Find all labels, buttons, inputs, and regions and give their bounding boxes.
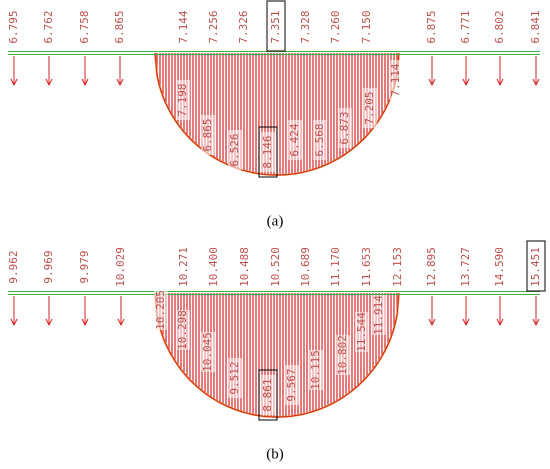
arrow-head — [532, 78, 540, 87]
top-label: 10.689 — [299, 247, 312, 287]
label-bg — [309, 350, 323, 390]
panel: 9.962 9.969 9.979 10.029 10.271 10.400 10.488 1… — [7, 240, 546, 462]
label-bg — [363, 88, 377, 128]
top-label: 10.400 — [207, 247, 220, 287]
top-label: 6.841 — [529, 10, 542, 43]
highlight-box — [258, 126, 278, 178]
highlight-box — [526, 240, 546, 292]
caption: (a) — [267, 213, 284, 229]
label-bg — [338, 108, 352, 148]
arrow-head — [10, 78, 18, 87]
top-label: 6.875 — [425, 10, 438, 43]
top-label: 6.771 — [459, 10, 472, 43]
top-label: 11.653 — [360, 247, 373, 287]
arrow-head — [45, 78, 53, 87]
arrow-head — [462, 78, 470, 87]
label-bg — [261, 375, 275, 415]
inner-label: 7.198 — [176, 83, 189, 116]
top-label: 6.758 — [78, 10, 91, 43]
label-bg — [355, 312, 369, 352]
inner-label: 8.146 — [261, 135, 274, 168]
arrow-head — [116, 78, 124, 87]
label-bg — [228, 130, 242, 170]
top-label: 10.029 — [114, 247, 127, 287]
label-bg — [336, 335, 350, 375]
caption: (b) — [266, 446, 284, 462]
inner-label: 7.114 — [389, 63, 402, 96]
top-label: 6.802 — [493, 10, 506, 43]
top-label: 12.895 — [425, 247, 438, 287]
top-label: 12.153 — [391, 247, 404, 287]
arrow-head — [532, 318, 540, 327]
top-label: 7.150 — [360, 10, 373, 43]
top-label: 9.969 — [42, 250, 55, 283]
top-label: 10.271 — [177, 247, 190, 287]
inner-label: 10.802 — [336, 335, 349, 375]
arrow-head — [462, 318, 470, 327]
top-label: 7.351 — [269, 10, 282, 43]
inner-label: 6.865 — [201, 118, 214, 151]
label-bg — [201, 332, 215, 372]
inner-label: 6.873 — [338, 111, 351, 144]
top-label: 7.256 — [207, 10, 220, 43]
top-label: 14.590 — [493, 247, 506, 287]
top-label: 6.865 — [113, 10, 126, 43]
top-label: 15.451 — [529, 247, 542, 287]
top-label: 10.488 — [238, 247, 251, 287]
arrow-head — [496, 78, 504, 87]
label-bg — [285, 365, 299, 405]
arrow-head — [496, 318, 504, 327]
arrow-head — [117, 318, 125, 327]
highlight-box — [258, 369, 278, 421]
label-bg — [176, 80, 190, 120]
top-label: 9.979 — [78, 250, 91, 283]
label-bg — [261, 132, 275, 172]
top-label: 10.520 — [269, 247, 282, 287]
arrow-head — [428, 78, 436, 87]
arrow-head — [81, 78, 89, 87]
inner-label: 11.914 — [372, 295, 385, 335]
inner-label: 6.424 — [288, 123, 301, 156]
label-bg — [176, 310, 190, 350]
top-label: 11.170 — [329, 247, 342, 287]
arrow-head — [10, 318, 18, 327]
arrow-head — [45, 318, 53, 327]
top-label: 7.326 — [237, 10, 250, 43]
label-bg — [389, 60, 403, 100]
panel: 6.795 6.762 6.758 6.865 7.144 7.256 7.326 7.351… — [7, 0, 542, 229]
top-label: 7.144 — [177, 10, 190, 43]
inner-label: 10.045 — [201, 332, 214, 372]
inner-label: 9.512 — [228, 361, 241, 394]
arrow-head — [428, 318, 436, 327]
inner-label: 10.298 — [176, 310, 189, 350]
label-bg — [154, 290, 168, 330]
top-label: 7.328 — [299, 10, 312, 43]
inner-label: 6.526 — [228, 133, 241, 166]
inner-label: 7.205 — [363, 91, 376, 124]
top-label: 6.762 — [42, 10, 55, 43]
label-bg — [372, 295, 386, 335]
inner-label: 6.568 — [313, 123, 326, 156]
top-label: 6.795 — [7, 10, 20, 43]
highlight-box — [266, 0, 286, 52]
inner-label: 11.544 — [355, 312, 368, 352]
top-label: 9.962 — [7, 250, 20, 283]
label-bg — [288, 120, 302, 160]
label-bg — [201, 115, 215, 155]
label-bg — [313, 120, 327, 160]
inner-label: 9.567 — [285, 368, 298, 401]
label-bg — [228, 358, 242, 398]
inner-label: 10.115 — [309, 350, 322, 390]
inner-label: 10.205 — [154, 290, 167, 330]
arrow-head — [81, 318, 89, 327]
top-label: 13.727 — [459, 247, 472, 287]
inner-label: 8.861 — [261, 378, 274, 411]
top-label: 7.260 — [329, 10, 342, 43]
